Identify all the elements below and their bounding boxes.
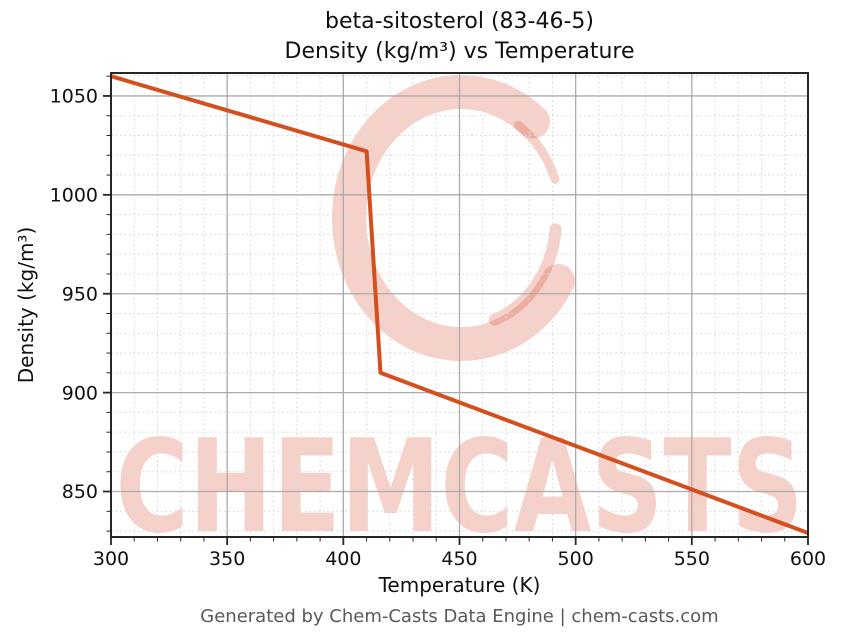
x-tick-label: 350 (209, 548, 245, 570)
x-tick-label: 550 (674, 548, 710, 570)
y-tick-label: 1000 (50, 184, 98, 206)
axis-ticks (103, 75, 809, 545)
x-tick-label: 500 (558, 548, 594, 570)
x-tick-label: 400 (325, 548, 361, 570)
y-tick-label: 1050 (50, 86, 98, 108)
y-axis-label: Density (kg/m³) (14, 226, 38, 384)
c-swirl-tail-icon (488, 223, 562, 326)
x-tick-label: 450 (441, 548, 477, 570)
x-tick-label: 300 (93, 548, 129, 570)
chart-title-line1: beta-sitosterol (83-46-5) (325, 9, 594, 34)
y-tick-label: 850 (62, 481, 98, 503)
chart-title: beta-sitosterol (83-46-5) Density (kg/m³… (111, 7, 808, 67)
y-tick-label: 900 (62, 382, 98, 404)
c-swirl-logo (332, 75, 575, 361)
c-swirl-accent-icon (513, 120, 560, 184)
x-tick-label: 600 (790, 548, 826, 570)
density-line (110, 74, 809, 535)
footer-attribution: Generated by Chem-Casts Data Engine | ch… (200, 606, 719, 627)
tick-labels: 300 350 400 450 500 550 600 850 900 950 1000 1050 (50, 86, 826, 570)
chart-title-line2: Density (kg/m³) vs Temperature (284, 39, 635, 64)
major-gridlines (111, 73, 808, 537)
x-axis-label: Temperature (K) (378, 573, 541, 597)
y-tick-label: 950 (62, 283, 98, 305)
